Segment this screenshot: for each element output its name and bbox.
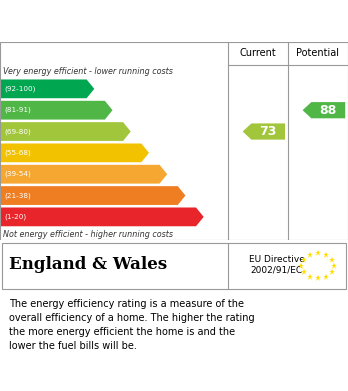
Text: England & Wales: England & Wales <box>9 256 167 273</box>
Text: Energy Efficiency Rating: Energy Efficiency Rating <box>9 12 256 30</box>
Polygon shape <box>303 102 345 118</box>
Text: The energy efficiency rating is a measure of the
overall efficiency of a home. T: The energy efficiency rating is a measur… <box>9 299 254 351</box>
Text: D: D <box>150 146 161 160</box>
Text: (39-54): (39-54) <box>4 171 31 178</box>
Text: 73: 73 <box>259 125 276 138</box>
Text: E: E <box>168 167 178 181</box>
Polygon shape <box>0 79 94 98</box>
Polygon shape <box>0 143 149 162</box>
Text: (81-91): (81-91) <box>4 107 31 113</box>
Text: Current: Current <box>239 48 276 58</box>
Polygon shape <box>0 186 185 205</box>
Text: (1-20): (1-20) <box>4 213 26 220</box>
Polygon shape <box>0 208 204 226</box>
Text: A: A <box>95 82 106 96</box>
Text: Not energy efficient - higher running costs: Not energy efficient - higher running co… <box>3 230 174 239</box>
Polygon shape <box>0 101 112 120</box>
Text: G: G <box>205 210 216 224</box>
Polygon shape <box>243 124 285 140</box>
Text: Potential: Potential <box>296 48 339 58</box>
Text: B: B <box>113 103 124 117</box>
Text: (21-38): (21-38) <box>4 192 31 199</box>
Polygon shape <box>0 122 131 141</box>
Text: (92-100): (92-100) <box>4 86 35 92</box>
Text: EU Directive
2002/91/EC: EU Directive 2002/91/EC <box>249 255 305 274</box>
Text: C: C <box>132 124 142 138</box>
Text: Very energy efficient - lower running costs: Very energy efficient - lower running co… <box>3 67 173 76</box>
Polygon shape <box>0 165 167 184</box>
Text: (55-68): (55-68) <box>4 150 31 156</box>
Text: (69-80): (69-80) <box>4 128 31 135</box>
Text: 88: 88 <box>319 104 336 117</box>
Text: F: F <box>187 188 196 203</box>
